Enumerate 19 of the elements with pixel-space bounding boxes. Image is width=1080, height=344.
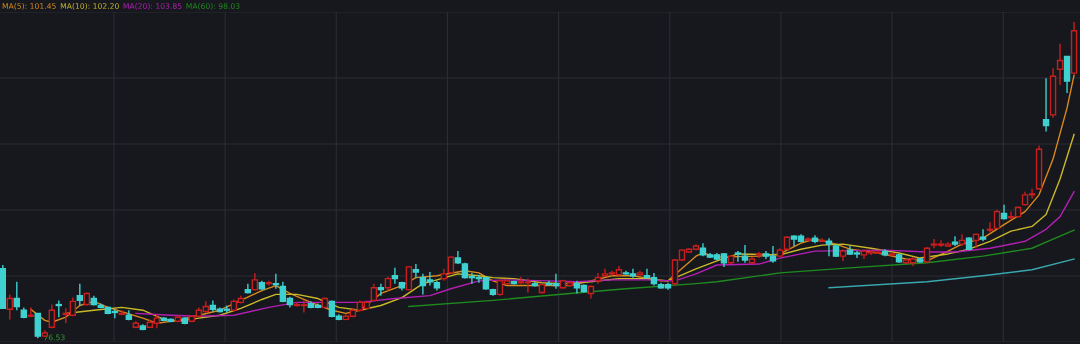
candlestick <box>272 273 280 290</box>
candlestick <box>734 250 742 263</box>
candlestick <box>13 281 21 311</box>
candlestick <box>27 306 35 318</box>
candlestick <box>986 221 994 234</box>
candlestick <box>825 237 833 257</box>
candlestick <box>377 282 385 297</box>
candlestick <box>391 267 399 285</box>
candlestick <box>412 263 420 279</box>
candlestick <box>1056 43 1064 86</box>
candlestick <box>76 282 84 307</box>
candlestick <box>1042 77 1050 133</box>
candlestick <box>6 293 14 321</box>
candlestick <box>741 244 749 264</box>
candlestick <box>951 235 959 247</box>
candlestick <box>979 228 987 242</box>
candlestick <box>405 265 413 292</box>
candlestick <box>55 299 63 318</box>
candlestick <box>34 312 42 339</box>
